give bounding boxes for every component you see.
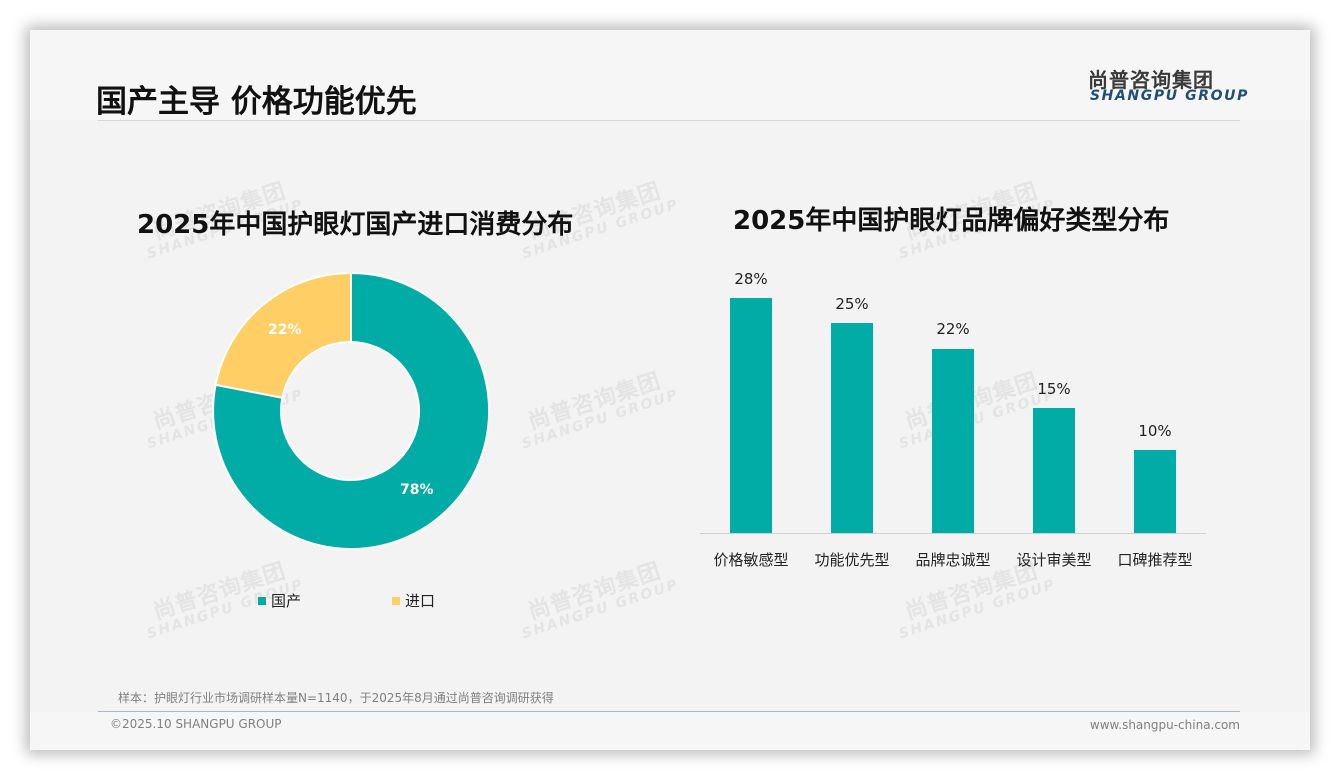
bar <box>932 349 974 534</box>
bar <box>730 298 772 534</box>
logo-cn: 尚普咨询集团 <box>1088 68 1214 92</box>
website-link[interactable]: www.shangpu-china.com <box>1089 718 1240 732</box>
donut-slice-import <box>214 271 352 399</box>
bar <box>1033 408 1075 534</box>
bar-value: 25% <box>835 295 869 313</box>
x-axis-line <box>700 533 1206 534</box>
title-divider <box>98 120 1240 121</box>
bar-value: 15% <box>1037 380 1071 398</box>
bar-value: 28% <box>734 270 768 288</box>
donut-slice-domestic <box>212 271 491 550</box>
legend-label: 进口 <box>405 592 436 610</box>
donut-chart-title: 2025年中国护眼灯国产进口消费分布 <box>137 210 574 240</box>
copyright: ©2025.10 SHANGPU GROUP <box>110 717 282 731</box>
donut-chart: 22% 78% <box>210 270 492 552</box>
bar-chart: 28% 25% 22% 15% 10% 价格敏感型 功能优先型 品牌忠诚型 设计… <box>700 270 1206 570</box>
bar-category: 设计审美型 <box>1016 551 1092 569</box>
legend-item-domestic: 国产 <box>258 590 301 611</box>
logo-en: SHANGPU GROUP <box>1090 88 1249 104</box>
slide: 尚普咨询集团 SHANGPU GROUP 尚普咨询集团 SHANGPU GROUP … <box>30 30 1310 750</box>
bar-category: 价格敏感型 <box>713 551 789 569</box>
footer-band <box>30 712 1310 750</box>
legend-label: 国产 <box>271 592 302 610</box>
donut-label-import: 22% <box>268 322 302 338</box>
bar-value: 10% <box>1138 422 1172 440</box>
bar-category: 品牌忠诚型 <box>915 551 991 569</box>
donut-label-domestic: 78% <box>400 482 434 498</box>
legend-item-import: 进口 <box>392 590 435 611</box>
bar-value: 22% <box>936 320 970 338</box>
donut-svg <box>212 271 491 550</box>
bar-chart-title: 2025年中国护眼灯品牌偏好类型分布 <box>733 206 1170 236</box>
bar-category: 口碑推荐型 <box>1117 551 1193 569</box>
sample-note: 样本：护眼灯行业市场调研样本量N=1140，于2025年8月通过尚普咨询调研获得 <box>118 691 554 705</box>
footer-divider <box>98 711 1240 712</box>
bar <box>831 323 873 534</box>
legend-swatch <box>392 596 400 605</box>
header-band <box>30 30 1310 120</box>
page-title: 国产主导 价格功能优先 <box>96 84 417 120</box>
bar <box>1134 450 1176 534</box>
bar-category: 功能优先型 <box>814 551 890 569</box>
legend-swatch <box>258 596 266 605</box>
